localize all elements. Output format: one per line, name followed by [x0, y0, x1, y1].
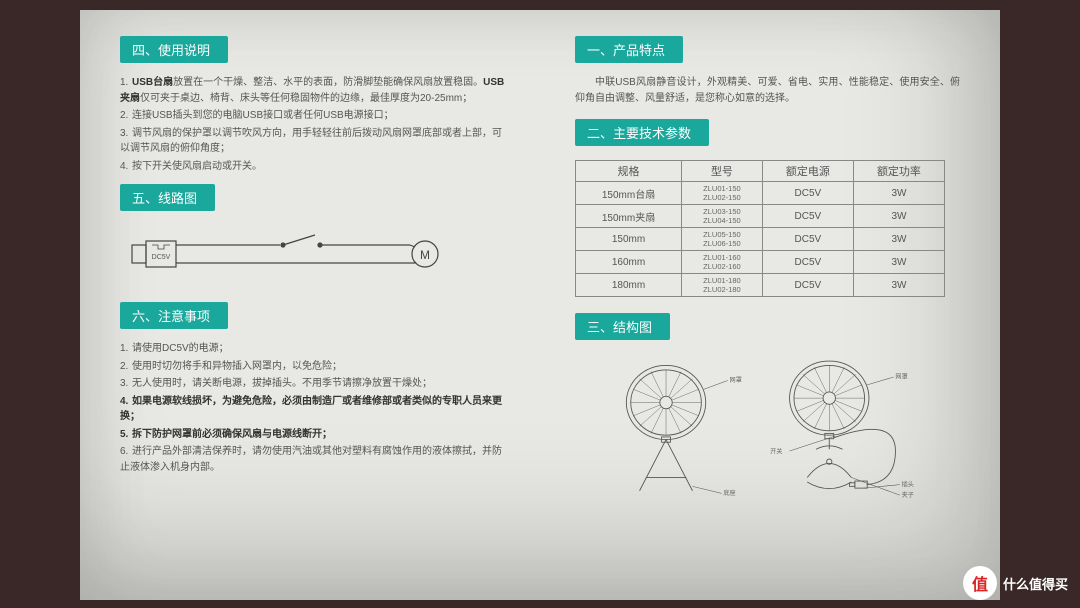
svg-text:M: M	[420, 248, 430, 262]
sec6-item-2: 2.使用时切勿将手和异物插入网罩内，以免危险；	[120, 359, 505, 375]
circuit-diagram: DC5V M	[130, 227, 450, 282]
sec1-body: 中联USB风扇静音设计，外观精美、可爱、省电、实用、性能稳定、使用安全、俯仰角自…	[575, 75, 960, 107]
section1-header: 一、产品特点	[575, 36, 683, 63]
section3-header: 三、结构图	[575, 313, 670, 340]
watermark: 值 什么值得买	[963, 566, 1068, 600]
table-header-row: 规格 型号 额定电源 额定功率	[576, 161, 945, 182]
sec4-item-3: 3.调节风扇的保护罩以调节吹风方向，用手轻轻往前后拨动风扇网罩底部或者上部，可以…	[120, 126, 505, 157]
table-row: 150mm台扇ZLU01-150ZLU02-150DC5V3W	[576, 182, 945, 205]
svg-text:DC5V: DC5V	[152, 254, 171, 261]
left-column: 四、使用说明 1.USB台扇放置在一个干燥、整洁、水平的表面，防滑脚垫能确保风扇…	[120, 28, 505, 590]
th-watt: 额定功率	[853, 161, 944, 182]
spec-table: 规格 型号 额定电源 额定功率 150mm台扇ZLU01-150ZLU02-15…	[575, 160, 945, 297]
manual-paper: 四、使用说明 1.USB台扇放置在一个干燥、整洁、水平的表面，防滑脚垫能确保风扇…	[80, 10, 1000, 600]
section6-header: 六、注意事项	[120, 302, 228, 329]
section4-header: 四、使用说明	[120, 36, 228, 63]
section2-header: 二、主要技术参数	[575, 119, 709, 146]
section5-header: 五、线路图	[120, 184, 215, 211]
table-row: 180mmZLU01-180ZLU02-180DC5V3W	[576, 274, 945, 297]
th-power: 额定电源	[762, 161, 853, 182]
table-row: 150mmZLU05-150ZLU06-150DC5V3W	[576, 228, 945, 251]
sec6-item-4: 4.如果电源软线损坏，为避免危险，必须由制造厂或者维修部或者类似的专职人员来更换…	[120, 394, 505, 425]
svg-text:网罩: 网罩	[730, 377, 742, 384]
th-model: 型号	[682, 161, 763, 182]
svg-text:网罩: 网罩	[895, 374, 907, 381]
sec6-item-1: 1.请使用DC5V的电源；	[120, 341, 505, 357]
watermark-text: 什么值得买	[1003, 574, 1068, 593]
svg-text:夹子: 夹子	[902, 491, 914, 499]
th-spec: 规格	[576, 161, 682, 182]
structure-diagram: 网罩 底座	[575, 354, 960, 504]
table-row: 160mmZLU01-160ZLU02-160DC5V3W	[576, 251, 945, 274]
table-row: 150mm夹扇ZLU03-150ZLU04-150DC5V3W	[576, 205, 945, 228]
sec4-item-2: 2.连接USB插头到您的电脑USB接口或者任何USB电源接口；	[120, 108, 505, 124]
svg-text:插头: 插头	[902, 480, 914, 488]
sec6-item-5: 5.拆下防护网罩前必须确保风扇与电源线断开；	[120, 427, 505, 443]
sec6-item-3: 3.无人使用时，请关断电源，拔掉插头。不用季节请擦净放置干燥处；	[120, 376, 505, 392]
svg-text:开关: 开关	[770, 448, 782, 456]
watermark-icon: 值	[963, 566, 997, 600]
svg-text:底座: 底座	[723, 489, 735, 497]
sec4-item-4: 4.按下开关使风扇启动或开关。	[120, 159, 505, 175]
sec6-item-6: 6.进行产品外部清洁保养时，请勿使用汽油或其他对塑料有腐蚀作用的液体擦拭，并防止…	[120, 444, 505, 475]
sec4-item-1: 1.USB台扇放置在一个干燥、整洁、水平的表面，防滑脚垫能确保风扇放置稳固。US…	[120, 75, 505, 106]
right-column: 一、产品特点 中联USB风扇静音设计，外观精美、可爱、省电、实用、性能稳定、使用…	[575, 28, 960, 590]
